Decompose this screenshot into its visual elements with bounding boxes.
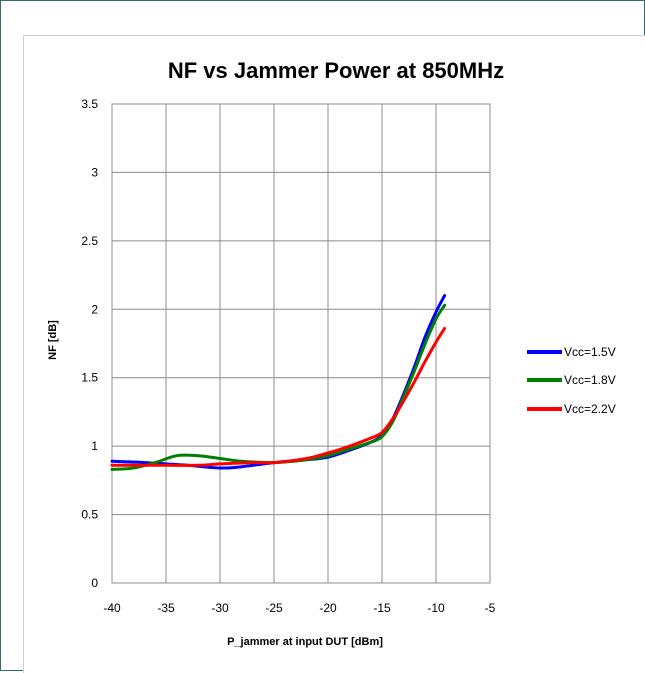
x-tick-label: -30	[211, 601, 229, 615]
series-line-vcc-1-5v	[110, 294, 447, 470]
y-tick-label: 1	[91, 439, 98, 453]
x-axis-label: P_jammer at input DUT [dBm]	[227, 636, 383, 648]
series-lines	[110, 294, 447, 471]
x-tick-label: -10	[427, 601, 445, 615]
legend: Vcc=1.5V Vcc=1.8V Vcc=2.2V	[527, 345, 616, 416]
y-tick-label: 3.5	[81, 97, 98, 111]
legend-label-vcc-1-8v: Vcc=1.8V	[564, 373, 616, 387]
x-tick-label: -15	[373, 601, 391, 615]
series-line-vcc-2-2v	[110, 326, 447, 467]
grid	[111, 103, 491, 584]
plot-border	[111, 103, 491, 584]
y-tick-label: 2	[91, 302, 98, 316]
x-tick-labels: -40 -35 -30 -25 -20 -15 -10 -5	[103, 601, 495, 615]
y-tick-label: 0	[91, 576, 98, 590]
y-tick-label: 2.5	[81, 234, 98, 248]
y-tick-label: 3	[91, 165, 98, 179]
y-tick-label: 0.5	[81, 508, 98, 522]
x-tick-label: -25	[265, 601, 283, 615]
x-tick-label: -5	[485, 601, 496, 615]
x-tick-label: -20	[319, 601, 337, 615]
y-tick-label: 1.5	[81, 371, 98, 385]
series-line-vcc-1-8v	[110, 303, 447, 471]
legend-label-vcc-2-2v: Vcc=2.2V	[564, 402, 616, 416]
y-axis-label: NF [dB]	[47, 320, 59, 360]
x-tick-label: -40	[103, 601, 121, 615]
x-tick-label: -35	[157, 601, 175, 615]
chart-title: NF vs Jammer Power at 850MHz	[168, 58, 504, 83]
y-tick-labels: 0 0.5 1 1.5 2 2.5 3 3.5	[81, 97, 98, 590]
legend-label-vcc-1-5v: Vcc=1.5V	[564, 345, 616, 359]
